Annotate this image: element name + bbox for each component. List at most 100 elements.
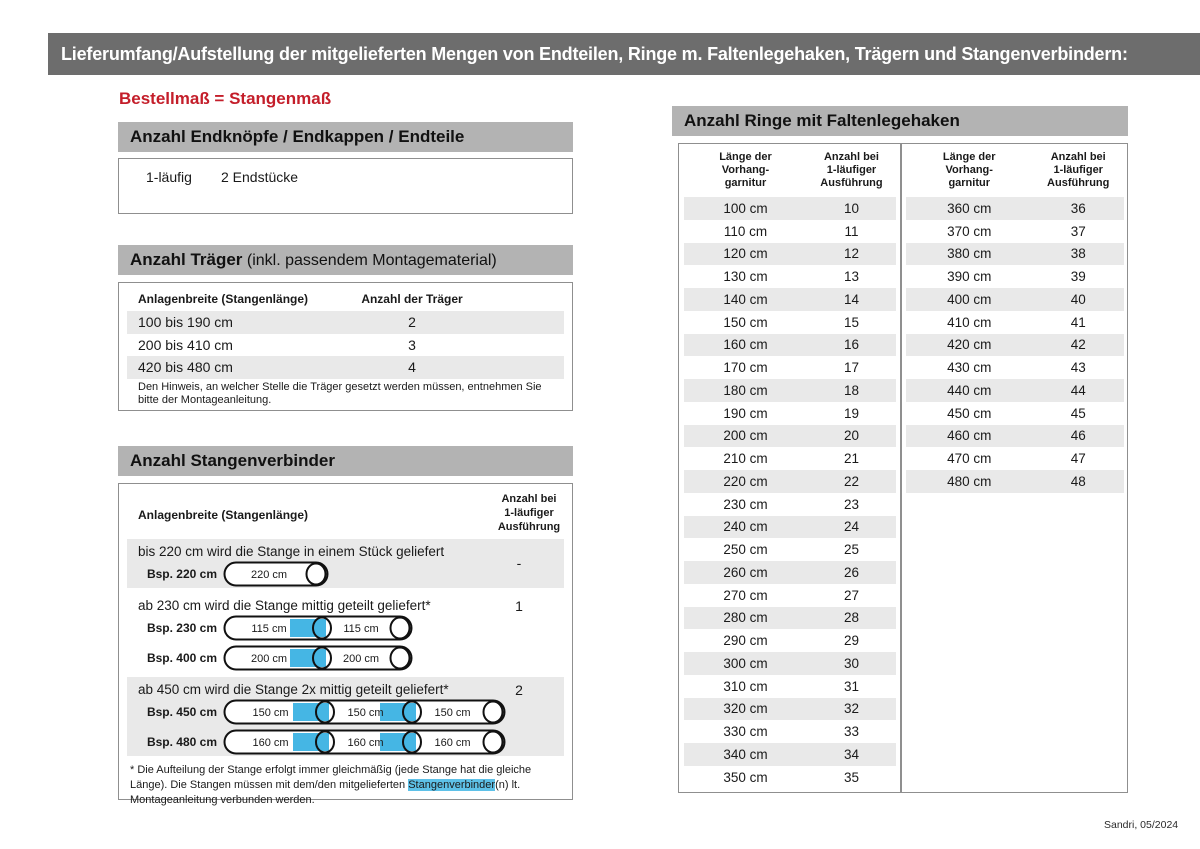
ringe-col-length: Länge der Vorhang- garnitur <box>942 151 996 189</box>
ring-count: 30 <box>843 655 859 671</box>
svg-text:115 cm: 115 cm <box>251 623 286 635</box>
ring-row: 390 cm 39 <box>906 265 1124 288</box>
ring-count: 26 <box>843 564 859 580</box>
traeger-row: 200 bis 410 cm 3 <box>127 334 564 357</box>
ring-length: 180 cm <box>723 382 768 398</box>
svg-text:220 cm: 220 cm <box>251 569 287 581</box>
ring-count: 36 <box>1070 200 1086 216</box>
ring-row: 190 cm 19 <box>684 402 896 425</box>
ring-length: 240 cm <box>723 519 768 535</box>
verbinder-col-width: Anlagenbreite (Stangenlänge) <box>138 508 309 522</box>
ring-length: 360 cm <box>947 200 992 216</box>
ring-count: 35 <box>843 769 859 785</box>
ring-row: 180 cm 18 <box>684 379 896 402</box>
traeger-row: 100 bis 190 cm 2 <box>127 311 564 334</box>
traeger-rows: 100 bis 190 cm 2 200 bis 410 cm 3 420 bis 48… <box>127 311 564 379</box>
ring-row: 230 cm 23 <box>684 493 896 516</box>
ring-count: 29 <box>843 633 859 649</box>
traeger-count: 2 <box>408 314 416 331</box>
ring-row: 480 cm 48 <box>906 470 1124 493</box>
traeger-col-count: Anzahl der Träger <box>361 292 463 306</box>
ring-count: 10 <box>843 200 859 216</box>
ring-row: 270 cm 27 <box>684 584 896 607</box>
ring-length: 480 cm <box>947 473 992 489</box>
ring-length: 340 cm <box>723 746 768 762</box>
ring-row: 170 cm 17 <box>684 356 896 379</box>
ring-length: 260 cm <box>723 564 768 580</box>
ring-row: 250 cm 25 <box>684 538 896 561</box>
verbinder-box: Anlagenbreite (Stangenlänge) Anzahl bei … <box>118 483 573 806</box>
ring-row: 300 cm 30 <box>684 652 896 675</box>
verbinder-row: ab 450 cm wird die Stange 2x mittig gete… <box>127 677 564 756</box>
ring-row: 200 cm 20 <box>684 424 896 448</box>
traeger-range: 200 bis 410 cm <box>138 336 233 353</box>
ring-length: 330 cm <box>723 724 768 740</box>
page-title-bar: Lieferumfang/Aufstellung der mitgeliefer… <box>48 33 1200 75</box>
ring-count: 32 <box>843 701 859 717</box>
ringe-table-2-rows: 360 cm 36 370 cm 37 380 cm 38 390 cm 39 400 cm 40… <box>906 197 1124 493</box>
verbinder-footnote: * Die Aufteilung der Stange erfolgt imme… <box>130 763 563 808</box>
ring-length: 160 cm <box>723 337 768 353</box>
ring-count: 39 <box>1070 269 1086 285</box>
ring-count: 20 <box>843 428 859 444</box>
ring-length: 120 cm <box>723 246 768 262</box>
ring-count: 12 <box>843 246 859 262</box>
ring-count: 33 <box>843 724 859 740</box>
rod-diagram: 200 cm 200 cm <box>223 645 413 671</box>
ring-count: 37 <box>1070 223 1086 239</box>
ring-length: 270 cm <box>723 587 768 603</box>
svg-text:200 cm: 200 cm <box>251 653 287 665</box>
ring-length: 150 cm <box>723 314 768 330</box>
rod-example-label: Bsp. 230 cm <box>146 621 217 635</box>
ring-count: 23 <box>843 496 859 512</box>
verbinder-footnote-pre: * Die Aufteilung der Stange erfolgt imme… <box>130 764 532 791</box>
ringe-col-count: Anzahl bei 1-läufiger Ausführung <box>820 151 883 189</box>
ring-row: 350 cm 35 <box>684 766 896 789</box>
ring-count: 46 <box>1070 428 1086 444</box>
ring-row: 440 cm 44 <box>906 379 1124 402</box>
rod-example-line: Bsp. 220 cm 220 cm <box>127 559 564 589</box>
ring-count: 40 <box>1070 291 1086 307</box>
ring-length: 380 cm <box>947 246 992 262</box>
ring-row: 320 cm 32 <box>684 697 896 721</box>
verbinder-col-count: Anzahl bei 1-läufiger Ausführung <box>497 493 561 533</box>
ring-count: 47 <box>1070 451 1086 467</box>
verbinder-footnote-highlight: Stangenverbinder <box>408 779 496 791</box>
verbinder-rows: bis 220 cm wird die Stange in einem Stüc… <box>119 539 572 761</box>
ring-count: 15 <box>843 314 859 330</box>
ring-length: 280 cm <box>723 610 768 626</box>
verbinder-row-text: ab 230 cm wird die Stange mittig geteilt… <box>138 598 431 613</box>
ring-count: 18 <box>843 382 859 398</box>
ring-row: 210 cm 21 <box>684 447 896 470</box>
ring-row: 280 cm 28 <box>684 606 896 630</box>
ring-length: 410 cm <box>947 314 992 330</box>
rod-example-line: Bsp. 480 cm 160 cm 160 cm 160 cm <box>127 727 564 757</box>
traeger-note: Den Hinweis, an welcher Stelle die Träge… <box>138 381 542 406</box>
ring-length: 250 cm <box>723 542 768 558</box>
ringe-table-1-header: Länge der Vorhang- garnitur Anzahl bei 1… <box>684 144 896 190</box>
ring-row: 260 cm 26 <box>684 561 896 584</box>
ring-row: 340 cm 34 <box>684 743 896 766</box>
ring-count: 24 <box>843 519 859 535</box>
endteile-type: 1-läufig <box>146 169 192 185</box>
rod-example-line: Bsp. 400 cm 200 cm 200 cm <box>127 643 564 673</box>
rod-diagram: 220 cm <box>223 561 329 587</box>
rod-example-label: Bsp. 220 cm <box>146 567 217 581</box>
verbinder-row-text: ab 450 cm wird die Stange 2x mittig gete… <box>138 682 449 697</box>
ring-row: 470 cm 47 <box>906 447 1124 470</box>
ringe-table-1-rows: 100 cm 10 110 cm 11 120 cm 12 130 cm 13 140 cm 14… <box>684 197 896 789</box>
ring-count: 41 <box>1070 314 1086 330</box>
ring-length: 400 cm <box>947 291 992 307</box>
ring-length: 110 cm <box>723 223 768 239</box>
ringe-col-count: Anzahl bei 1-läufiger Ausführung <box>1047 151 1110 189</box>
ring-row: 160 cm 16 <box>684 333 896 357</box>
ring-count: 11 <box>844 223 859 239</box>
ring-count: 42 <box>1070 337 1086 353</box>
ring-row: 100 cm 10 <box>684 197 896 220</box>
ringe-box: Länge der Vorhang- garnitur Anzahl bei 1… <box>678 143 1128 793</box>
section-header-verbinder: Anzahl Stangenverbinder <box>118 446 573 476</box>
ring-length: 390 cm <box>947 269 992 285</box>
ring-length: 470 cm <box>947 451 992 467</box>
svg-text:160 cm: 160 cm <box>252 737 288 749</box>
page-title: Lieferumfang/Aufstellung der mitgeliefer… <box>61 44 1128 64</box>
